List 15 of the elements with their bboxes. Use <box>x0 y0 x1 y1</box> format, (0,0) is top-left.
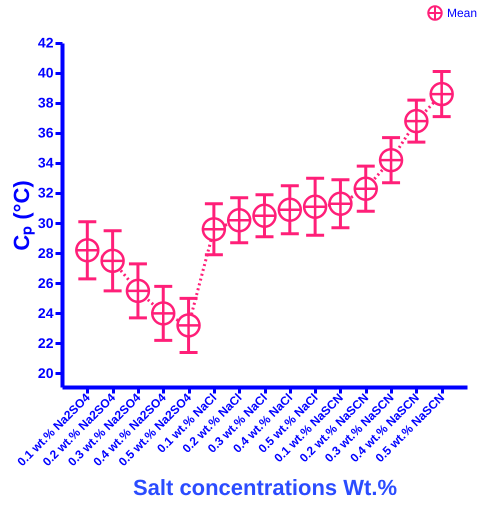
y-tick-label: 28 <box>38 244 54 261</box>
y-tick-label: 22 <box>38 334 54 351</box>
y-tick-label: 26 <box>38 274 54 291</box>
y-tick-label: 42 <box>38 34 54 50</box>
y-tick-label: 24 <box>38 304 54 321</box>
y-tick-label: 38 <box>38 94 54 111</box>
y-tick-label: 30 <box>38 214 54 231</box>
y-tick-label: 32 <box>38 184 54 201</box>
x-axis-title: Salt concentrations Wt.% <box>132 475 398 500</box>
y-tick-label: 40 <box>38 64 54 81</box>
y-tick-label: 34 <box>38 154 54 171</box>
y-axis-title: Cₚ (°C) <box>8 180 35 251</box>
legend-label: Mean <box>447 6 478 20</box>
y-tick-label: 20 <box>38 364 54 381</box>
y-tick-label: 36 <box>38 124 54 141</box>
